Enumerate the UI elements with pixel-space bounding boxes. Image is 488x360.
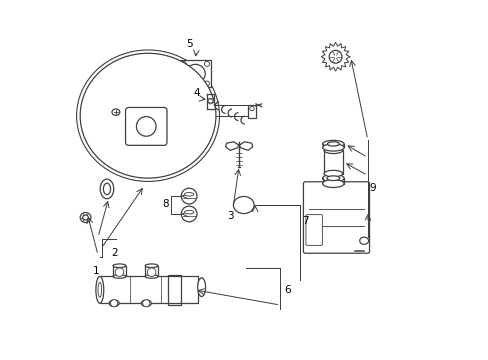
Ellipse shape — [113, 275, 125, 278]
Text: 5: 5 — [185, 39, 192, 49]
Circle shape — [142, 300, 149, 307]
Ellipse shape — [98, 283, 102, 297]
Ellipse shape — [145, 275, 158, 278]
Ellipse shape — [109, 300, 119, 306]
Ellipse shape — [112, 109, 120, 115]
Ellipse shape — [136, 117, 156, 136]
Circle shape — [110, 300, 118, 307]
Ellipse shape — [233, 197, 254, 213]
Ellipse shape — [82, 215, 88, 220]
Ellipse shape — [322, 180, 344, 188]
Bar — [247, 105, 255, 118]
Ellipse shape — [322, 144, 344, 151]
Ellipse shape — [100, 179, 114, 199]
Ellipse shape — [324, 147, 342, 154]
Circle shape — [115, 268, 123, 276]
Circle shape — [147, 268, 156, 276]
Bar — [100, 276, 198, 303]
Text: 2: 2 — [111, 248, 117, 258]
Ellipse shape — [141, 300, 151, 306]
Ellipse shape — [145, 264, 158, 267]
Ellipse shape — [322, 140, 344, 148]
Ellipse shape — [184, 193, 193, 196]
Bar — [180, 60, 210, 87]
Ellipse shape — [103, 183, 110, 195]
Text: 9: 9 — [369, 183, 375, 193]
Circle shape — [181, 206, 197, 222]
Ellipse shape — [113, 264, 125, 267]
Ellipse shape — [327, 142, 339, 146]
Ellipse shape — [197, 278, 205, 297]
FancyBboxPatch shape — [303, 182, 369, 253]
Bar — [113, 266, 125, 276]
Bar — [167, 275, 181, 305]
Ellipse shape — [324, 170, 342, 177]
Circle shape — [181, 188, 197, 204]
Text: 8: 8 — [162, 199, 168, 209]
FancyBboxPatch shape — [125, 108, 166, 145]
Ellipse shape — [322, 174, 344, 182]
Ellipse shape — [185, 64, 205, 83]
Circle shape — [328, 50, 341, 63]
Bar — [145, 266, 158, 276]
Ellipse shape — [326, 176, 339, 181]
Ellipse shape — [96, 276, 103, 303]
Text: 4: 4 — [193, 88, 199, 98]
Text: 6: 6 — [283, 285, 290, 295]
Text: 3: 3 — [227, 211, 234, 221]
FancyBboxPatch shape — [305, 215, 322, 246]
Ellipse shape — [184, 210, 193, 214]
Ellipse shape — [359, 237, 368, 244]
Text: 7: 7 — [301, 216, 307, 226]
Ellipse shape — [80, 212, 91, 222]
Ellipse shape — [80, 53, 216, 178]
Text: 1: 1 — [93, 266, 100, 276]
